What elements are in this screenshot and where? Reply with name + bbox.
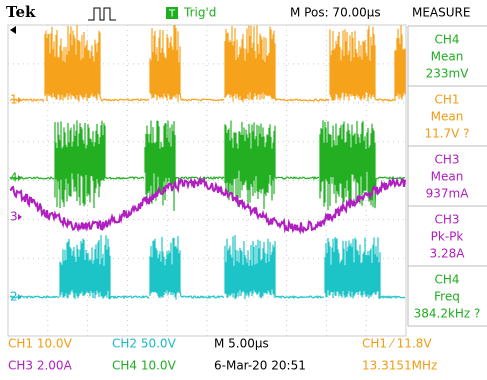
ch1-scale: CH1 10.0V <box>8 337 73 351</box>
measurement-channel: CH3 <box>434 153 459 167</box>
channel-marker: 2 <box>10 290 18 304</box>
position: M Pos: 70.00µs <box>290 6 381 20</box>
measurement-value: 11.7V ? <box>424 127 469 141</box>
measurement-channel: CH4 <box>434 273 459 287</box>
ch4-scale: CH4 10.0V <box>112 359 177 373</box>
ch3-scale: CH3 2.00A <box>8 359 73 373</box>
measurement-type: Pk-Pk <box>431 230 464 244</box>
trigger-frequency: 13.3151MHz <box>362 359 437 373</box>
trigger-icon: T <box>168 9 176 20</box>
channel-marker: 4 <box>10 171 18 185</box>
channel-marker: 1 <box>10 93 18 107</box>
measurement-type: Mean <box>431 170 464 184</box>
measurement-value: 384.2kHz ? <box>414 307 481 321</box>
measurement-channel: CH4 <box>434 33 459 47</box>
trigger-level: CH1 ⁄ 11.8V <box>362 337 432 351</box>
measurement-value: 233mV <box>426 67 470 81</box>
brand: Tek <box>6 3 36 21</box>
oscilloscope-screen: Tek T Trig'd M Pos: 70.00µs MEASURE 1 4 3 2… <box>0 0 487 376</box>
measurement-type: Mean <box>431 110 464 124</box>
measurement-type: Mean <box>431 50 464 64</box>
trigger-state: Trig'd <box>183 6 216 20</box>
menu-title: MEASURE <box>412 6 470 20</box>
measurement-channel: CH1 <box>434 93 459 107</box>
measurement-value: 3.28A <box>430 247 466 261</box>
measurement-type: Freq <box>434 290 460 304</box>
ch2-scale: CH2 50.0V <box>112 337 177 351</box>
measurement-channel: CH3 <box>434 213 459 227</box>
timebase: M 5.00µs <box>214 337 269 351</box>
date: 6-Mar-20 20:51 <box>214 359 306 373</box>
channel-marker: 3 <box>10 210 18 224</box>
measurement-value: 937mA <box>426 187 470 201</box>
